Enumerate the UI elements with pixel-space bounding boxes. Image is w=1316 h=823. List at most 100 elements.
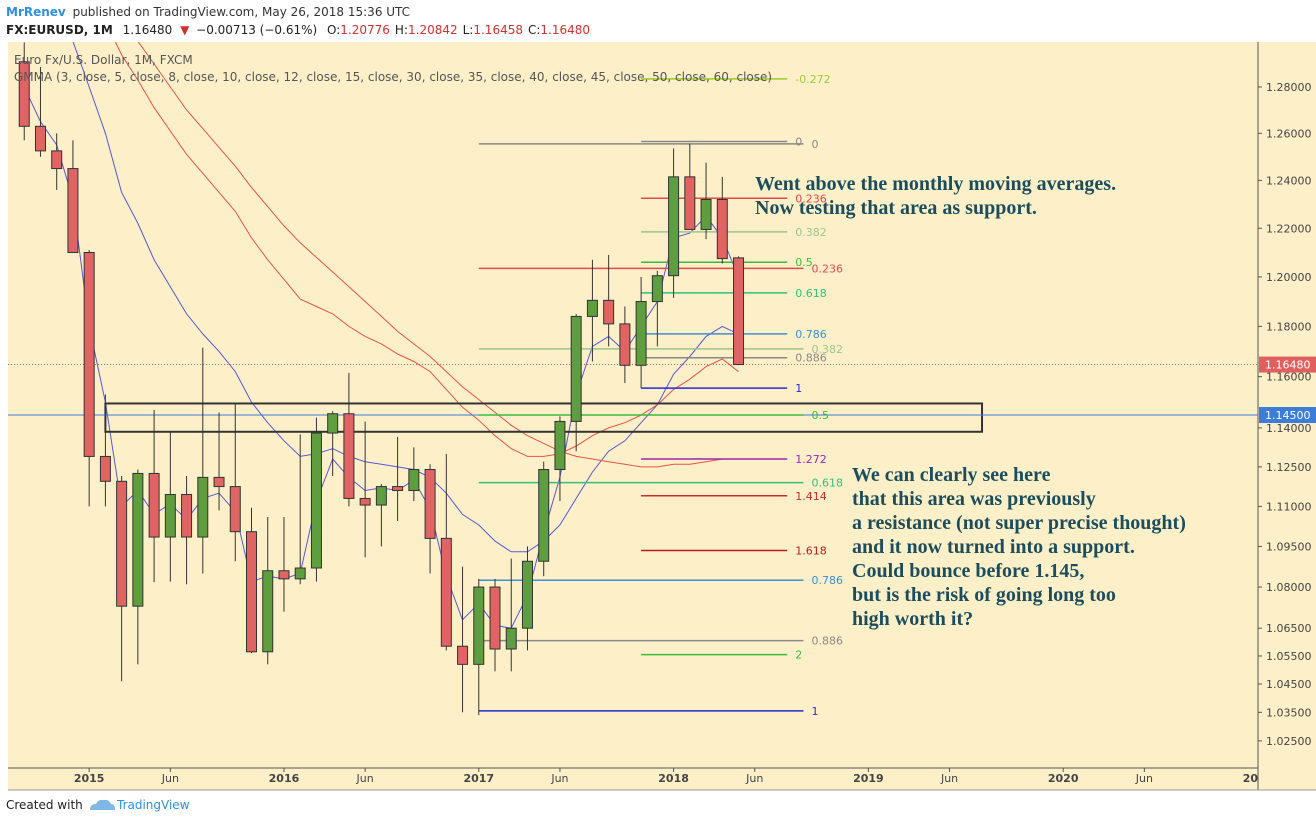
candle-body — [392, 486, 404, 492]
candle-body — [132, 472, 144, 607]
candle-body — [229, 486, 241, 533]
fib-label: 0.618 — [795, 287, 827, 300]
candle-body — [408, 468, 420, 492]
candle-body — [116, 480, 128, 607]
change: −0.00713 (−0.61%) — [196, 23, 317, 37]
fib-label: 0 — [795, 135, 802, 148]
candle-body — [635, 301, 647, 366]
y-tick-label: 1.11000 — [1266, 500, 1312, 513]
candle-body — [570, 315, 582, 422]
price-tag-label: 1.16480 — [1265, 359, 1311, 372]
y-tick-label: 1.18000 — [1266, 320, 1312, 333]
x-tick-label: Jun — [940, 772, 958, 785]
y-tick-label: 1.04500 — [1266, 678, 1312, 691]
candle-body — [521, 560, 533, 629]
candle-body — [489, 586, 501, 650]
candle-body — [603, 299, 615, 325]
candle-body — [99, 455, 111, 482]
candle-body — [310, 432, 322, 569]
tradingview-logo[interactable]: TradingView — [90, 798, 190, 812]
y-tick-label: 1.26000 — [1266, 127, 1312, 140]
candle-body — [586, 299, 598, 317]
candle-body — [67, 168, 79, 253]
y-tick-label: 1.02500 — [1266, 735, 1312, 748]
candle-body — [51, 150, 63, 170]
candle-body — [197, 476, 209, 538]
x-tick-label: 2018 — [658, 772, 689, 785]
price-tag-label: 1.14500 — [1265, 409, 1311, 422]
ohlc-value: 1.20842 — [408, 23, 458, 37]
fib-label: 1 — [811, 705, 818, 718]
logo-cloud — [90, 799, 115, 810]
fib-label: 0 — [811, 138, 818, 151]
y-tick-label: 1.14000 — [1266, 422, 1312, 435]
annotation-text: Went above the monthly moving averages. — [755, 173, 1116, 195]
ohlc-key: C: — [528, 23, 540, 37]
x-tick-label: 2021 — [1243, 772, 1274, 785]
candle-body — [733, 257, 745, 366]
y-tick-label: 1.06500 — [1266, 622, 1312, 635]
footer-brand[interactable]: TradingView — [116, 798, 190, 812]
candle-body — [538, 468, 550, 562]
gmma-line — [72, 42, 739, 553]
y-tick-label: 1.16000 — [1266, 371, 1312, 384]
candle-body — [18, 61, 30, 127]
y-tick-label: 1.28000 — [1266, 81, 1312, 94]
candle-body — [505, 627, 517, 650]
price-tag — [1259, 407, 1316, 424]
x-tick-label: 2016 — [269, 772, 300, 785]
legend-text: GMMA (3, close, 5, close, 8, close, 10, … — [14, 70, 772, 84]
y-tick-label: 1.24000 — [1266, 174, 1312, 187]
fib-label: 0.236 — [811, 262, 843, 275]
candle-body — [181, 493, 193, 538]
candle-body — [700, 198, 712, 230]
annotation-text: Could bounce before 1.145, — [852, 560, 1084, 582]
candle-body — [343, 413, 355, 499]
fib-label: 1.414 — [795, 490, 827, 503]
y-tick-label: 1.08000 — [1266, 581, 1312, 594]
chart-background — [8, 42, 1316, 790]
fib-label: 0.236 — [795, 192, 827, 205]
quote-line: FX:EURUSD, 1M 1.16480 ▼ −0.00713 (−0.61%… — [6, 23, 590, 37]
candle-body — [473, 586, 485, 665]
fib-label: -0.272 — [795, 73, 830, 86]
annotation-text: that this area was previously — [852, 488, 1096, 510]
x-tick-label: Jun — [1135, 772, 1153, 785]
x-tick-label: Jun — [161, 772, 179, 785]
price-tag — [1259, 356, 1316, 373]
x-axis: 2015 Jun 2016 Jun 2017 Jun 2018 Jun 2019 Jun 2020 J… — [74, 768, 1274, 785]
published: published on TradingView.com, May 26, 20… — [73, 5, 410, 19]
annotation-text: a resistance (not super precise thought) — [852, 512, 1186, 534]
candle-body — [668, 176, 680, 277]
fib-label: 0.5 — [811, 409, 829, 422]
x-tick-label: Jun — [356, 772, 374, 785]
candle-body — [34, 125, 46, 152]
ohlc-key: L: — [463, 23, 474, 37]
fib-label: 1.618 — [795, 544, 827, 557]
fib-label: 0.886 — [811, 635, 843, 648]
candle-body — [246, 531, 258, 653]
x-tick-label: 2017 — [463, 772, 494, 785]
footer-created: Created with — [6, 798, 83, 812]
candle-body — [213, 476, 225, 488]
ohlc-value: 1.20776 — [340, 23, 390, 37]
fib-label: 0.5 — [795, 256, 813, 269]
candle-body — [716, 198, 728, 260]
y-tick-label: 1.09500 — [1266, 540, 1312, 553]
annotation-text: Now testing that area as support. — [755, 197, 1037, 219]
candle-body — [375, 486, 387, 506]
fib-label: 0.886 — [795, 352, 827, 365]
candle-body — [327, 413, 339, 434]
annotation-text: high worth it? — [852, 608, 973, 630]
candle-body — [164, 493, 176, 538]
candle-body — [651, 275, 663, 303]
ohlc-value: 1.16480 — [540, 23, 590, 37]
author[interactable]: MrRenev — [6, 5, 66, 19]
annotation-text: We can clearly see here — [852, 464, 1051, 486]
y-tick-label: 1.12500 — [1266, 461, 1312, 474]
candle-body — [619, 323, 631, 366]
candle-body — [424, 468, 436, 539]
candle-body — [278, 570, 290, 580]
